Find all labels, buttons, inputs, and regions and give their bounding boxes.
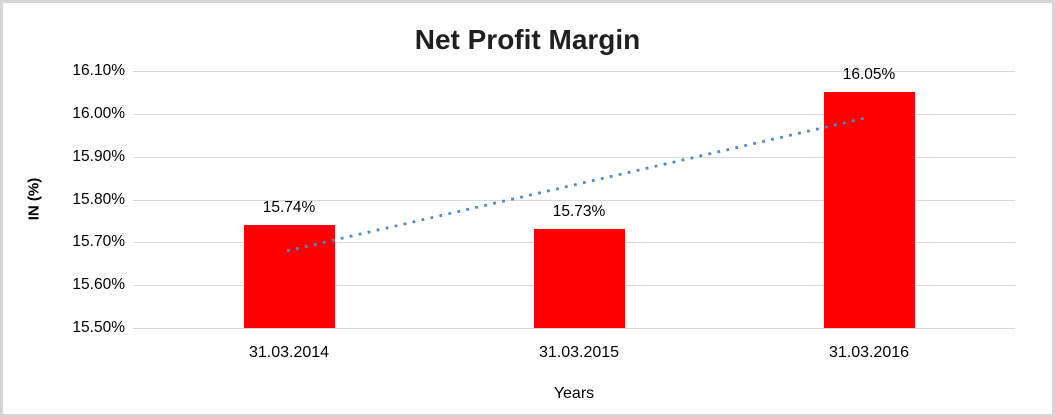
y-tick-label: 16.10% bbox=[72, 62, 125, 79]
gridline bbox=[133, 71, 1015, 72]
bar-value-label: 16.05% bbox=[842, 66, 896, 84]
y-axis-title: IN (%) bbox=[25, 177, 43, 221]
y-tick-label: 15.90% bbox=[72, 147, 125, 165]
y-tick-label: 15.50% bbox=[72, 319, 125, 336]
bar-31.03.2015 bbox=[533, 229, 625, 328]
bar-31.03.2014 bbox=[243, 225, 335, 328]
gridline bbox=[133, 113, 1015, 115]
y-tick-label: 16.00% bbox=[72, 104, 125, 122]
chart-title: Net Profit Margin bbox=[414, 24, 641, 55]
y-tick-label: 15.70% bbox=[72, 233, 125, 251]
x-tick-label: 31.03.2016 bbox=[828, 344, 910, 361]
bar-value-label: 15.73% bbox=[552, 203, 606, 221]
x-tick-label: 31.03.2015 bbox=[538, 344, 620, 361]
bar-31.03.2016 bbox=[823, 92, 915, 328]
gridline bbox=[133, 328, 1015, 329]
y-tick-label: 15.60% bbox=[72, 276, 125, 294]
y-tick-label: 15.80% bbox=[72, 190, 125, 208]
bar-value-label: 15.74% bbox=[262, 199, 316, 217]
x-axis-title: Years bbox=[553, 385, 595, 402]
x-tick-label: 31.03.2014 bbox=[248, 344, 330, 361]
